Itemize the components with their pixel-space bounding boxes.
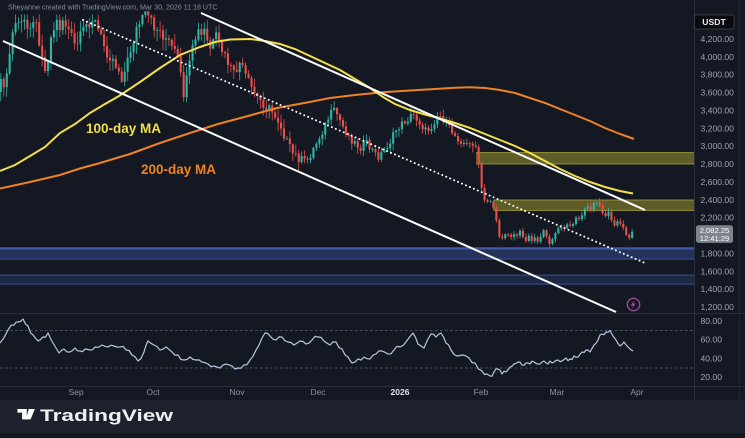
svg-text:2,082.25: 2,082.25 [700,226,730,235]
svg-text:2,600.00: 2,600.00 [701,177,735,187]
svg-text:2,400.00: 2,400.00 [701,195,735,205]
svg-text:1,600.00: 1,600.00 [701,266,735,276]
svg-text:1,400.00: 1,400.00 [701,284,735,294]
svg-text:4,000.00: 4,000.00 [701,52,735,62]
svg-text:3,400.00: 3,400.00 [701,105,735,115]
svg-text:2026: 2026 [391,387,410,397]
svg-text:12:41:29: 12:41:29 [700,234,730,243]
svg-text:Feb: Feb [474,387,489,397]
svg-text:TradingView: TradingView [40,406,174,425]
svg-text:1,200.00: 1,200.00 [701,302,735,312]
svg-text:4,200.00: 4,200.00 [701,34,735,44]
svg-text:3,000.00: 3,000.00 [701,141,735,151]
svg-text:1,800.00: 1,800.00 [701,249,735,259]
svg-text:Sheyanne created with TradingV: Sheyanne created with TradingView.com, M… [8,4,218,12]
svg-text:Mar: Mar [550,387,565,397]
svg-text:USDT: USDT [702,17,726,27]
svg-text:60.00: 60.00 [701,335,723,345]
svg-text:20.00: 20.00 [701,372,723,382]
svg-text:3,200.00: 3,200.00 [701,123,735,133]
svg-text:Oct: Oct [146,387,160,397]
svg-text:100-day MA: 100-day MA [86,121,161,136]
svg-text:2,200.00: 2,200.00 [701,213,735,223]
svg-text:3,800.00: 3,800.00 [701,70,735,80]
svg-text:40.00: 40.00 [701,353,723,363]
svg-text:Nov: Nov [229,387,245,397]
svg-text:Apr: Apr [630,387,643,397]
svg-text:80.00: 80.00 [701,316,723,326]
svg-text:200-day MA: 200-day MA [141,162,216,177]
svg-text:Dec: Dec [310,387,326,397]
svg-text:2,800.00: 2,800.00 [701,159,735,169]
svg-text:Sep: Sep [68,387,83,397]
svg-text:3,600.00: 3,600.00 [701,88,735,98]
